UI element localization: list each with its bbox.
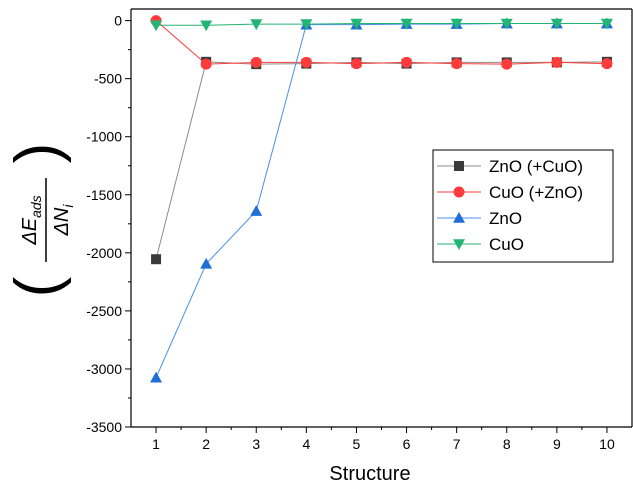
legend-label: ZnO bbox=[489, 209, 522, 228]
x-axis-title: Structure bbox=[329, 463, 410, 485]
legend-marker bbox=[454, 161, 464, 171]
data-point bbox=[451, 58, 463, 70]
data-point bbox=[601, 58, 613, 70]
data-point bbox=[401, 56, 413, 68]
data-point bbox=[250, 56, 262, 68]
data-point bbox=[500, 18, 513, 30]
data-point bbox=[350, 18, 363, 30]
x-tick-label: 2 bbox=[202, 436, 210, 452]
data-point bbox=[450, 18, 463, 30]
y-axis-numerator: ΔEads bbox=[19, 195, 44, 245]
y-tick-label: -3500 bbox=[86, 419, 122, 435]
data-point bbox=[300, 56, 312, 68]
axes: 1 2 3 4 5 6 7 8 9 10 0 -500 -1000 -1500 -2000 -2500 -300… bbox=[86, 8, 633, 452]
x-tick-label: 10 bbox=[599, 436, 615, 452]
data-point bbox=[200, 257, 213, 269]
y-axis-denominator-main: ΔN bbox=[51, 207, 73, 236]
legend-label: CuO (+ZnO) bbox=[489, 183, 583, 202]
x-tick-label: 1 bbox=[152, 436, 160, 452]
x-tick-label: 7 bbox=[453, 436, 461, 452]
y-tick-label: -2500 bbox=[86, 303, 122, 319]
y-tick-label: -1500 bbox=[86, 187, 122, 203]
data-point bbox=[551, 56, 563, 68]
plot-area bbox=[150, 15, 613, 383]
legend-label: ZnO (+CuO) bbox=[489, 157, 583, 176]
data-point bbox=[200, 20, 213, 32]
data-point bbox=[600, 18, 613, 30]
data-point bbox=[151, 254, 162, 265]
x-tick-label: 9 bbox=[553, 436, 561, 452]
y-tick-label: -1000 bbox=[86, 129, 122, 145]
data-point bbox=[501, 58, 513, 70]
data-point bbox=[250, 205, 263, 216]
y-tick-label: -2000 bbox=[86, 245, 122, 261]
y-tick-label: -3000 bbox=[86, 361, 122, 377]
x-tick-label: 6 bbox=[403, 436, 411, 452]
data-point bbox=[150, 20, 163, 32]
legend-marker bbox=[453, 186, 465, 198]
y-tick-label: -500 bbox=[94, 71, 122, 87]
data-point bbox=[300, 19, 313, 31]
data-point bbox=[350, 58, 362, 70]
legend-marker bbox=[453, 239, 465, 250]
data-point bbox=[200, 58, 212, 70]
y-axis-numerator-main: ΔE bbox=[19, 217, 41, 245]
x-tick-label: 3 bbox=[252, 436, 260, 452]
x-tick-label: 8 bbox=[503, 436, 511, 452]
legend-label: CuO bbox=[489, 235, 524, 254]
data-point bbox=[400, 18, 413, 30]
series-line bbox=[156, 23, 607, 26]
y-tick-label: 0 bbox=[114, 13, 122, 29]
series-line bbox=[155, 20, 607, 65]
y-axis-denominator: ΔNi bbox=[51, 204, 76, 237]
y-axis-title: ( ) ΔEads ΔNi bbox=[3, 143, 76, 298]
data-point bbox=[150, 371, 163, 383]
x-tick-label: 4 bbox=[302, 436, 310, 452]
y-axis-left-paren: ( bbox=[3, 276, 72, 297]
legend: ZnO (+CuO) CuO (+ZnO) ZnO CuO bbox=[432, 149, 614, 263]
y-axis-numerator-sub: ads bbox=[28, 195, 44, 218]
series-4 bbox=[150, 18, 613, 32]
data-point bbox=[250, 19, 263, 31]
data-point bbox=[550, 18, 563, 30]
legend-marker bbox=[453, 212, 465, 223]
y-axis-denominator-sub: i bbox=[60, 204, 76, 208]
x-tick-label: 5 bbox=[353, 436, 361, 452]
y-axis-right-paren: ) bbox=[3, 143, 72, 164]
